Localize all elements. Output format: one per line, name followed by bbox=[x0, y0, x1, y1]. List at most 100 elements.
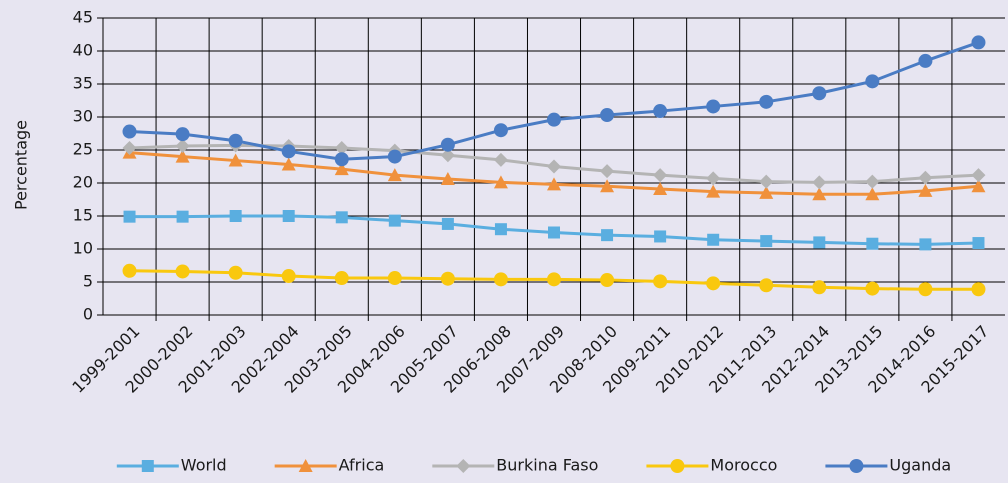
marker bbox=[813, 236, 826, 249]
y-tick-label: 10 bbox=[73, 239, 93, 258]
legend-label: Burkina Faso bbox=[496, 456, 598, 475]
y-tick-label: 40 bbox=[73, 41, 93, 60]
marker bbox=[812, 175, 827, 190]
marker bbox=[759, 185, 774, 199]
y-tick-label: 15 bbox=[73, 206, 93, 225]
marker bbox=[335, 211, 348, 224]
marker bbox=[865, 74, 880, 89]
marker bbox=[601, 229, 614, 242]
marker bbox=[122, 124, 137, 139]
marker bbox=[440, 137, 455, 152]
marker bbox=[122, 141, 137, 156]
marker bbox=[387, 149, 402, 164]
marker bbox=[706, 171, 721, 186]
marker bbox=[971, 168, 986, 183]
marker bbox=[865, 281, 880, 296]
marker bbox=[653, 104, 668, 119]
marker bbox=[812, 86, 827, 101]
marker bbox=[972, 237, 985, 250]
marker bbox=[176, 210, 189, 223]
legend-label: Africa bbox=[339, 456, 385, 475]
y-tick-label: 5 bbox=[83, 272, 93, 291]
marker bbox=[387, 168, 402, 182]
marker bbox=[759, 278, 774, 293]
marker bbox=[812, 280, 827, 295]
marker bbox=[653, 274, 668, 289]
marker bbox=[759, 174, 774, 189]
marker bbox=[918, 183, 933, 197]
marker bbox=[440, 172, 455, 186]
y-tick-label: 25 bbox=[73, 140, 93, 159]
marker bbox=[547, 159, 561, 174]
marker bbox=[918, 53, 933, 68]
marker bbox=[707, 233, 720, 246]
marker bbox=[849, 459, 864, 473]
marker bbox=[175, 149, 190, 163]
legend-label: Morocco bbox=[710, 456, 777, 475]
marker bbox=[654, 230, 667, 243]
marker bbox=[228, 153, 243, 167]
marker bbox=[918, 282, 933, 297]
y-tick-label: 45 bbox=[73, 8, 93, 27]
y-axis-label: Percentage bbox=[12, 120, 31, 210]
marker bbox=[334, 152, 349, 167]
marker bbox=[175, 139, 190, 154]
marker bbox=[971, 282, 986, 297]
marker bbox=[653, 168, 668, 183]
marker bbox=[600, 108, 615, 123]
marker bbox=[919, 238, 932, 251]
marker bbox=[281, 269, 296, 284]
y-tick-label: 30 bbox=[73, 107, 93, 126]
legend-label: Uganda bbox=[889, 456, 951, 475]
marker bbox=[600, 273, 615, 288]
marker bbox=[547, 177, 561, 191]
marker bbox=[600, 164, 615, 179]
marker bbox=[971, 179, 986, 193]
marker bbox=[228, 133, 243, 148]
marker bbox=[440, 271, 455, 286]
marker bbox=[334, 141, 349, 156]
y-tick-label: 20 bbox=[73, 173, 93, 192]
marker bbox=[493, 152, 508, 167]
marker bbox=[759, 94, 774, 109]
marker bbox=[229, 210, 242, 222]
marker bbox=[493, 272, 508, 287]
marker bbox=[812, 187, 827, 201]
marker bbox=[547, 112, 561, 127]
marker bbox=[175, 264, 190, 279]
marker bbox=[760, 235, 773, 248]
marker bbox=[298, 459, 313, 472]
marker bbox=[228, 265, 243, 280]
marker bbox=[547, 272, 561, 287]
marker bbox=[175, 127, 190, 142]
marker bbox=[670, 459, 685, 473]
marker bbox=[866, 237, 879, 250]
y-tick-label: 0 bbox=[83, 305, 93, 324]
marker bbox=[141, 460, 154, 472]
marker bbox=[706, 99, 721, 114]
marker bbox=[441, 217, 454, 230]
marker bbox=[440, 148, 455, 163]
marker bbox=[706, 276, 721, 291]
marker bbox=[971, 35, 986, 50]
marker bbox=[122, 263, 137, 278]
marker bbox=[282, 210, 295, 222]
legend: World Africa Burkina Faso Morocco Uganda bbox=[116, 456, 951, 475]
marker bbox=[548, 226, 560, 239]
marker bbox=[918, 170, 933, 185]
marker bbox=[456, 459, 471, 473]
marker bbox=[334, 162, 349, 176]
marker bbox=[281, 144, 296, 159]
marker bbox=[653, 181, 668, 195]
marker bbox=[388, 214, 401, 227]
marker bbox=[706, 184, 721, 198]
marker bbox=[494, 223, 507, 236]
marker bbox=[123, 210, 136, 223]
marker bbox=[865, 174, 880, 189]
marker bbox=[493, 123, 508, 138]
marker bbox=[334, 271, 349, 286]
marker bbox=[387, 271, 402, 286]
legend-label: World bbox=[181, 456, 227, 475]
marker bbox=[281, 157, 296, 171]
